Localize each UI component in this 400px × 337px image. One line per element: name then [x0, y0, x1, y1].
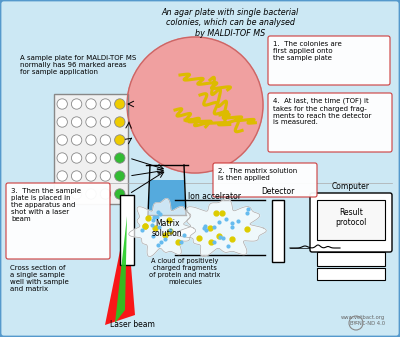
- Text: 4.  At last, the time (TOF) it
takes for the charged frag-
ments to reach the de: 4. At last, the time (TOF) it takes for …: [273, 98, 371, 125]
- Text: Result
protocol: Result protocol: [335, 208, 367, 227]
- Circle shape: [100, 189, 110, 199]
- Circle shape: [72, 99, 82, 109]
- Circle shape: [100, 99, 110, 109]
- Circle shape: [72, 117, 82, 127]
- Text: A cloud of positively
charged fragments
of protein and matrix
molecules: A cloud of positively charged fragments …: [150, 258, 220, 285]
- Circle shape: [115, 135, 125, 145]
- Polygon shape: [105, 216, 135, 325]
- Text: 3.  Then the sample
plate is placed in
the apparatus and
shot with a laser
beam: 3. Then the sample plate is placed in th…: [11, 188, 81, 222]
- Circle shape: [115, 117, 125, 127]
- Circle shape: [72, 153, 82, 163]
- Circle shape: [100, 153, 110, 163]
- Circle shape: [115, 153, 125, 163]
- Circle shape: [127, 37, 263, 173]
- Circle shape: [100, 171, 110, 181]
- Circle shape: [115, 189, 125, 199]
- Circle shape: [57, 153, 67, 163]
- Circle shape: [57, 135, 67, 145]
- Text: 1.  The colonies are
first applied onto
the sample plate: 1. The colonies are first applied onto t…: [273, 41, 342, 61]
- Polygon shape: [129, 198, 196, 256]
- FancyBboxPatch shape: [310, 193, 392, 252]
- FancyBboxPatch shape: [6, 183, 110, 259]
- Circle shape: [86, 171, 96, 181]
- Circle shape: [86, 153, 96, 163]
- Text: An agar plate with single bacterial
colonies, which can be analysed
by MALDI-TOF: An agar plate with single bacterial colo…: [161, 8, 299, 38]
- Text: Detector: Detector: [261, 187, 295, 196]
- Text: Computer: Computer: [332, 182, 370, 191]
- Circle shape: [72, 135, 82, 145]
- Bar: [317, 200, 385, 240]
- Text: Ion accelrator: Ion accelrator: [188, 192, 242, 201]
- Bar: [317, 268, 385, 280]
- Circle shape: [86, 117, 96, 127]
- Circle shape: [86, 189, 96, 199]
- Circle shape: [57, 189, 67, 199]
- Circle shape: [86, 135, 96, 145]
- Text: www.vetbact.org: www.vetbact.org: [341, 315, 385, 320]
- Bar: [120, 195, 134, 265]
- Polygon shape: [115, 216, 127, 323]
- Bar: [317, 252, 385, 266]
- Text: cc: cc: [353, 320, 359, 326]
- Text: A sample plate for MALDI-TOF MS
normally has 96 marked areas
for sample applicat: A sample plate for MALDI-TOF MS normally…: [20, 55, 136, 75]
- FancyBboxPatch shape: [213, 163, 317, 197]
- Polygon shape: [176, 198, 266, 256]
- Circle shape: [115, 99, 125, 109]
- FancyBboxPatch shape: [268, 36, 390, 85]
- Circle shape: [72, 189, 82, 199]
- Circle shape: [57, 99, 67, 109]
- Polygon shape: [148, 180, 186, 215]
- Text: 2.  The matrix solution
is then applied: 2. The matrix solution is then applied: [218, 168, 297, 181]
- Circle shape: [100, 135, 110, 145]
- Circle shape: [72, 171, 82, 181]
- Circle shape: [115, 171, 125, 181]
- Text: Matrix
solution: Matrix solution: [152, 219, 182, 238]
- Text: Cross section of
a single sample
well with sample
and matrix: Cross section of a single sample well wi…: [10, 265, 69, 292]
- Circle shape: [86, 99, 96, 109]
- Circle shape: [57, 171, 67, 181]
- Circle shape: [57, 117, 67, 127]
- Text: BY-NC-ND 4.0: BY-NC-ND 4.0: [350, 321, 385, 326]
- Text: Laser beam: Laser beam: [110, 320, 154, 329]
- FancyBboxPatch shape: [268, 93, 392, 152]
- Circle shape: [100, 117, 110, 127]
- Bar: [272, 200, 284, 262]
- FancyBboxPatch shape: [54, 94, 128, 204]
